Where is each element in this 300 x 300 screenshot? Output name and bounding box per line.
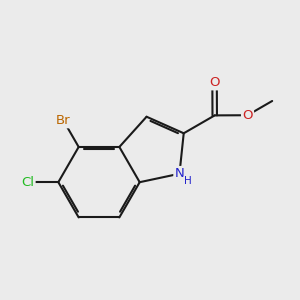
Text: Cl: Cl xyxy=(21,176,34,189)
Text: O: O xyxy=(242,109,253,122)
Text: Br: Br xyxy=(56,114,71,127)
Text: N: N xyxy=(175,167,184,180)
Text: H: H xyxy=(184,176,192,186)
Text: O: O xyxy=(209,76,220,89)
